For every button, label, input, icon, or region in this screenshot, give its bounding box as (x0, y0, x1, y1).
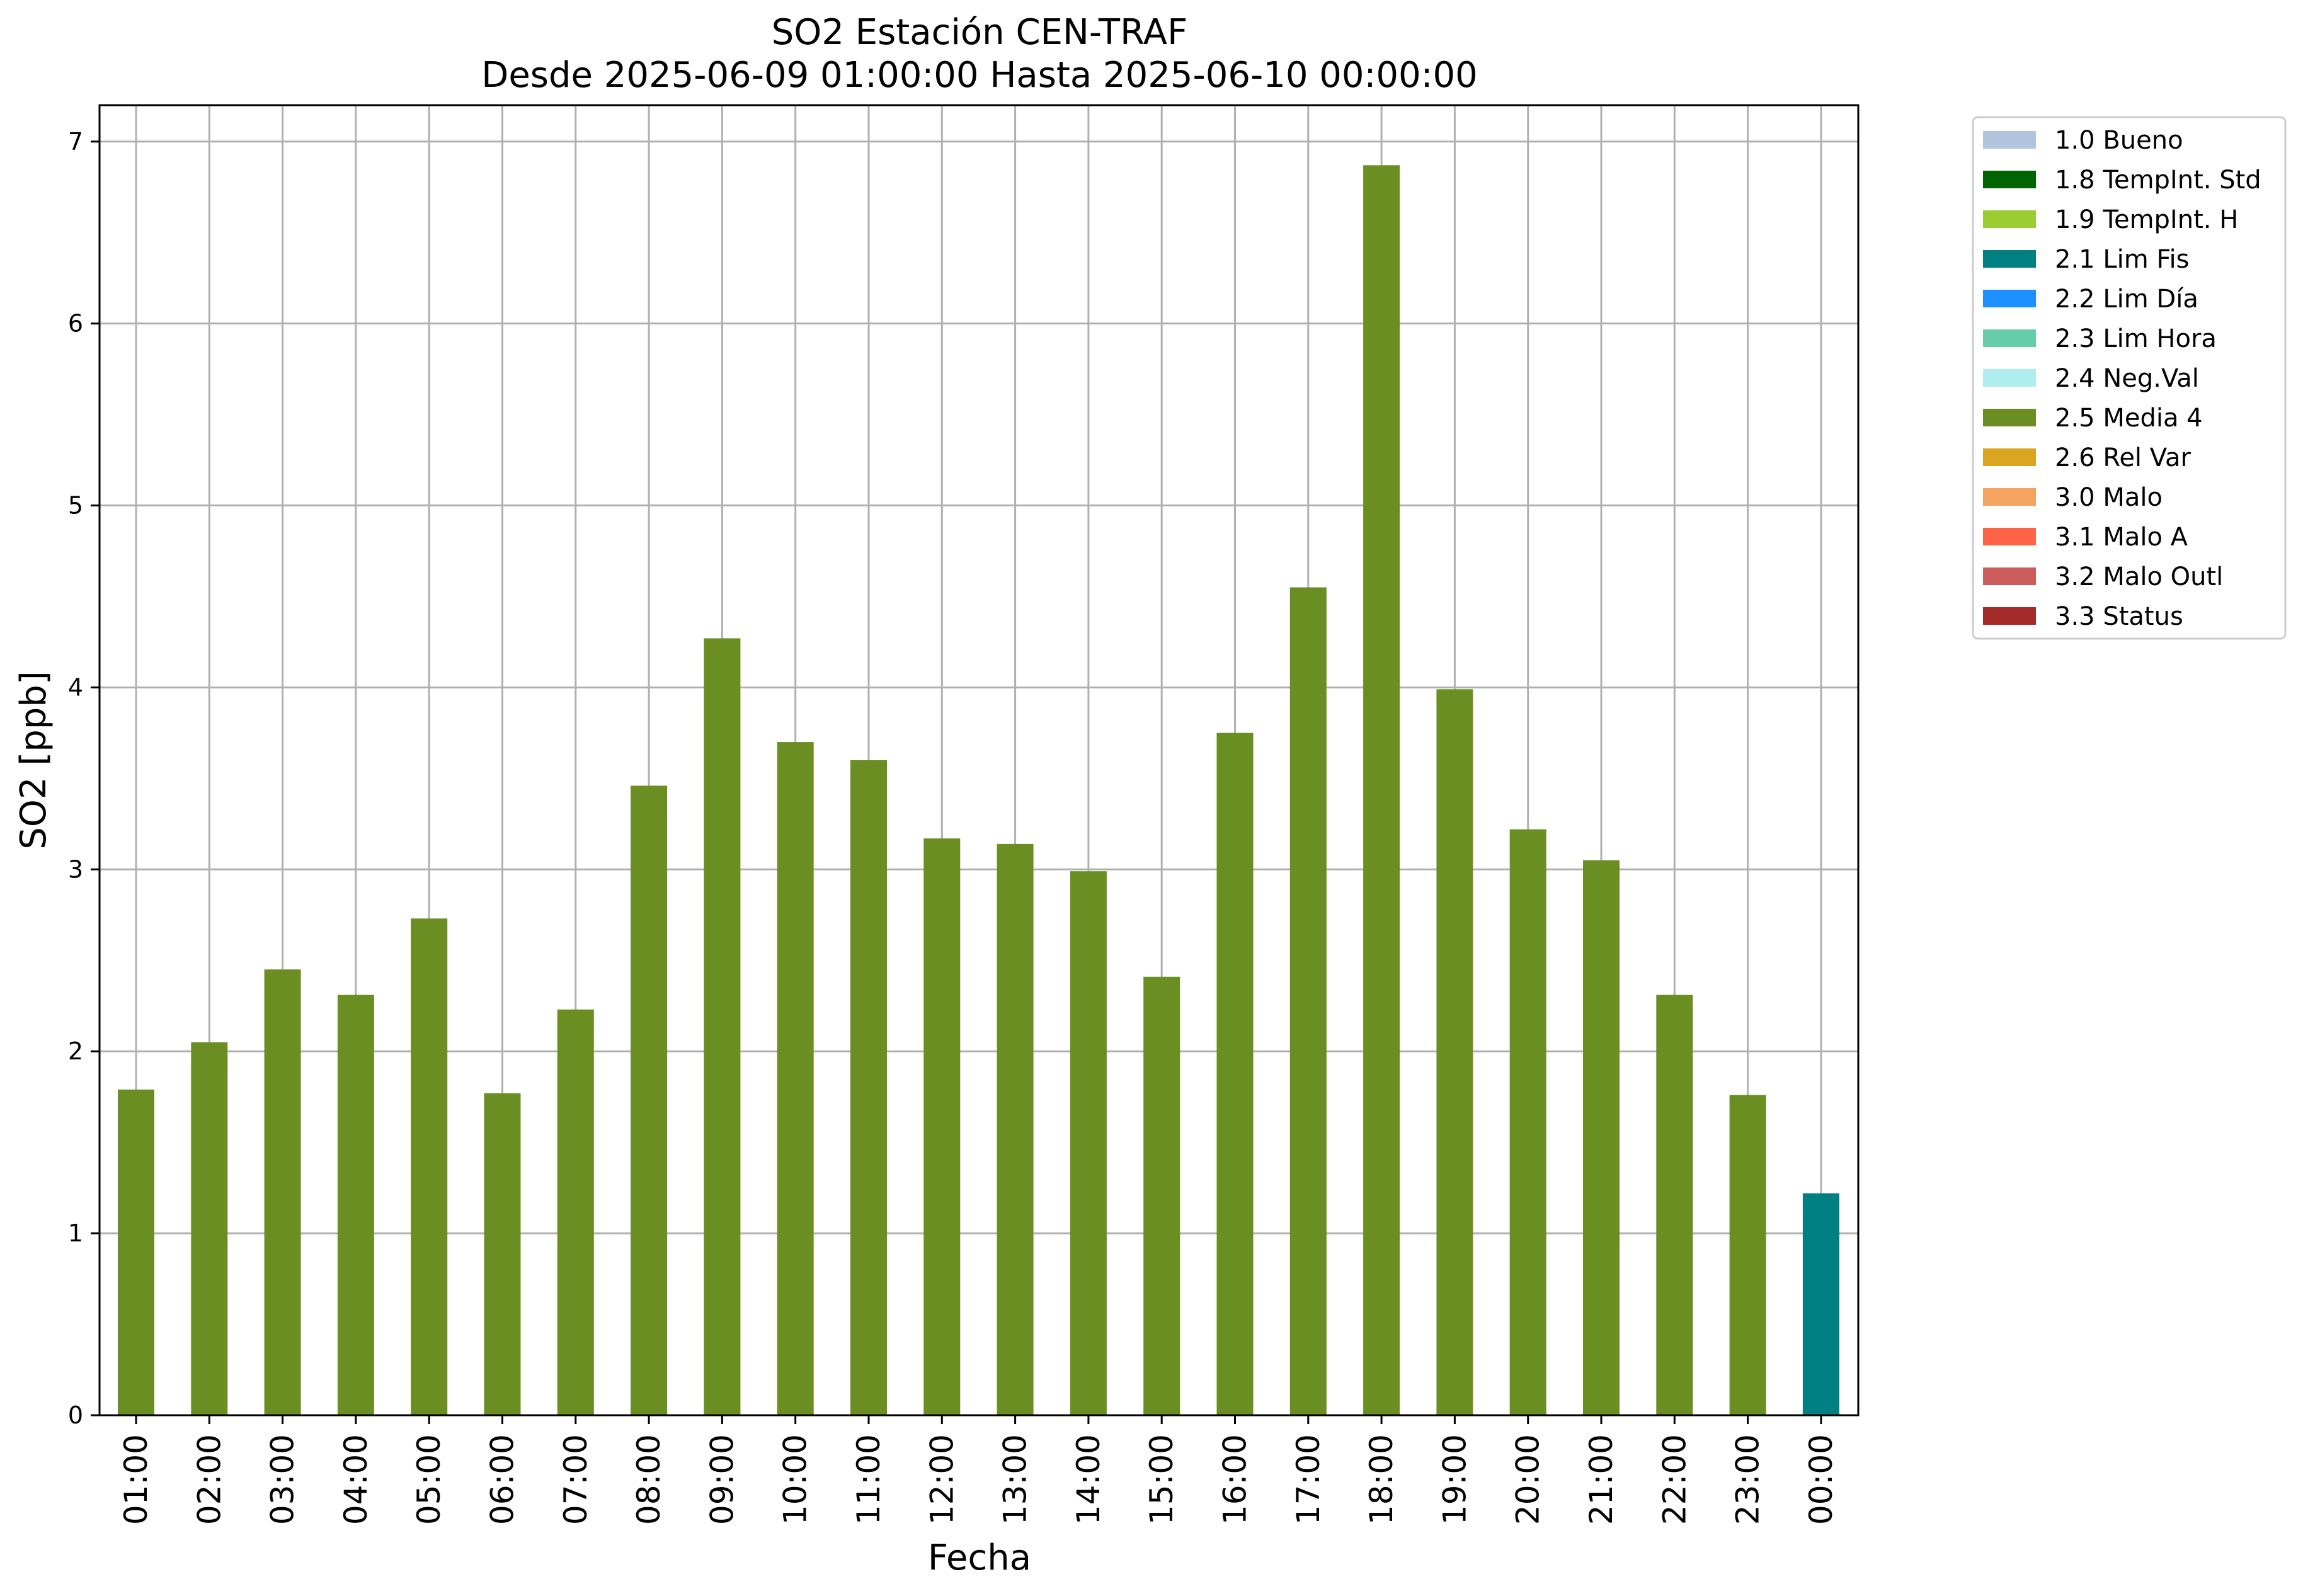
bar-1400 (1070, 871, 1107, 1415)
legend-label: 1.9 TempInt. H (2055, 205, 2238, 234)
legend-label: 3.2 Malo Outl (2055, 562, 2223, 591)
bar-0100 (118, 1089, 154, 1415)
bar-2200 (1656, 995, 1693, 1415)
legend-swatch (1983, 329, 2036, 347)
x-tick-label: 11:00 (850, 1434, 887, 1525)
bar-1500 (1143, 976, 1180, 1415)
legend-label: 2.3 Lim Hora (2055, 324, 2217, 353)
legend-items: 1.0 Bueno 1.8 TempInt. Std 1.9 TempInt. H 2… (1983, 126, 2261, 631)
x-tick-label: 21:00 (1583, 1434, 1620, 1525)
legend-label: 2.4 Neg.Val (2055, 364, 2199, 393)
y-tick-label: 7 (68, 128, 83, 156)
x-tick-label: 23:00 (1730, 1434, 1766, 1525)
x-axis-label: Fecha (928, 1537, 1031, 1578)
x-tick-label: 05:00 (411, 1434, 447, 1525)
x-tick-label: 01:00 (118, 1434, 154, 1525)
bar-0800 (631, 785, 668, 1415)
legend-label: 3.3 Status (2055, 602, 2183, 631)
bar-1800 (1363, 165, 1400, 1415)
x-tick-label: 17:00 (1290, 1434, 1327, 1525)
x-tick-label: 12:00 (923, 1434, 960, 1525)
y-tick-label: 4 (68, 673, 83, 701)
legend-label: 2.2 Lim Día (2055, 285, 2198, 314)
x-tick-label: 09:00 (704, 1434, 740, 1525)
x-tick-label: 14:00 (1070, 1434, 1107, 1525)
bar-1200 (923, 838, 961, 1415)
legend-label: 2.1 Lim Fis (2055, 245, 2189, 274)
legend-swatch (1983, 369, 2036, 387)
legend-swatch (1983, 131, 2036, 149)
bars (118, 165, 1839, 1415)
legend-swatch (1983, 171, 2036, 188)
legend-swatch (1983, 448, 2036, 466)
x-tick-label: 15:00 (1143, 1434, 1180, 1525)
x-tick-label: 20:00 (1510, 1434, 1546, 1525)
y-axis-ticks: 0 1 2 3 4 5 6 7 (68, 128, 100, 1429)
y-tick-label: 6 (68, 310, 83, 338)
legend-swatch (1983, 250, 2036, 268)
bar-1300 (997, 843, 1034, 1415)
plot-frame (98, 104, 1860, 1416)
legend-label: 2.6 Rel Var (2055, 443, 2192, 472)
bar-1100 (850, 760, 887, 1415)
legend-swatch (1983, 290, 2036, 307)
x-tick-label: 08:00 (631, 1434, 667, 1525)
bar-0000 (1802, 1193, 1839, 1415)
legend-swatch (1983, 607, 2036, 625)
legend-label: 2.5 Media 4 (2055, 404, 2203, 433)
bar-1600 (1216, 732, 1254, 1415)
x-tick-label: 03:00 (265, 1434, 301, 1525)
bar-1900 (1436, 689, 1473, 1415)
x-tick-label: 02:00 (191, 1434, 227, 1525)
bar-0200 (191, 1042, 228, 1415)
legend-label: 3.0 Malo (2055, 483, 2163, 512)
legend-swatch (1983, 488, 2036, 506)
bar-0600 (484, 1093, 521, 1415)
bar-0900 (704, 638, 741, 1415)
bar-0300 (264, 969, 301, 1415)
bar-1000 (777, 742, 814, 1415)
bar-1700 (1289, 587, 1327, 1415)
x-tick-label: 07:00 (557, 1434, 594, 1525)
x-tick-label: 10:00 (777, 1434, 814, 1525)
legend: 1.0 Bueno 1.8 TempInt. Std 1.9 TempInt. H 2… (1972, 116, 2287, 640)
x-tick-label: 00:00 (1803, 1434, 1839, 1525)
legend-label: 3.1 Malo A (2055, 523, 2188, 552)
bar-0400 (337, 995, 374, 1415)
bar-0500 (411, 918, 448, 1415)
bar-2100 (1583, 860, 1620, 1415)
legend-swatch (1983, 210, 2036, 228)
x-axis-ticks: 01:00 02:00 03:00 04:00 05:00 06:00 07:00 08:00… (118, 1415, 1839, 1525)
x-tick-label: 19:00 (1436, 1434, 1473, 1525)
legend-label: 1.0 Bueno (2055, 126, 2183, 155)
x-tick-label: 06:00 (484, 1434, 521, 1525)
bar-2000 (1509, 829, 1546, 1415)
bar-2300 (1729, 1095, 1766, 1415)
chart-subtitle: Desde 2025-06-09 01:00:00 Hasta 2025-06-… (481, 55, 1478, 96)
x-tick-label: 04:00 (338, 1434, 374, 1525)
legend-swatch (1983, 528, 2036, 545)
y-tick-label: 0 (68, 1401, 83, 1429)
y-tick-label: 2 (68, 1037, 83, 1065)
y-tick-label: 1 (68, 1219, 83, 1247)
legend-frame (1972, 116, 2287, 640)
legend-swatch (1983, 567, 2036, 585)
x-tick-label: 13:00 (997, 1434, 1034, 1525)
x-tick-label: 18:00 (1363, 1434, 1400, 1525)
legend-label: 1.8 TempInt. Std (2055, 166, 2261, 195)
x-tick-label: 22:00 (1656, 1434, 1693, 1525)
y-tick-label: 3 (68, 855, 83, 883)
chart-title: SO2 Estación CEN-TRAF (772, 12, 1188, 53)
y-axis-label: SO2 [ppb] (13, 671, 54, 849)
x-tick-label: 16:00 (1217, 1434, 1254, 1525)
y-tick-label: 5 (68, 492, 83, 520)
bar-0700 (557, 1009, 594, 1415)
legend-swatch (1983, 409, 2036, 426)
